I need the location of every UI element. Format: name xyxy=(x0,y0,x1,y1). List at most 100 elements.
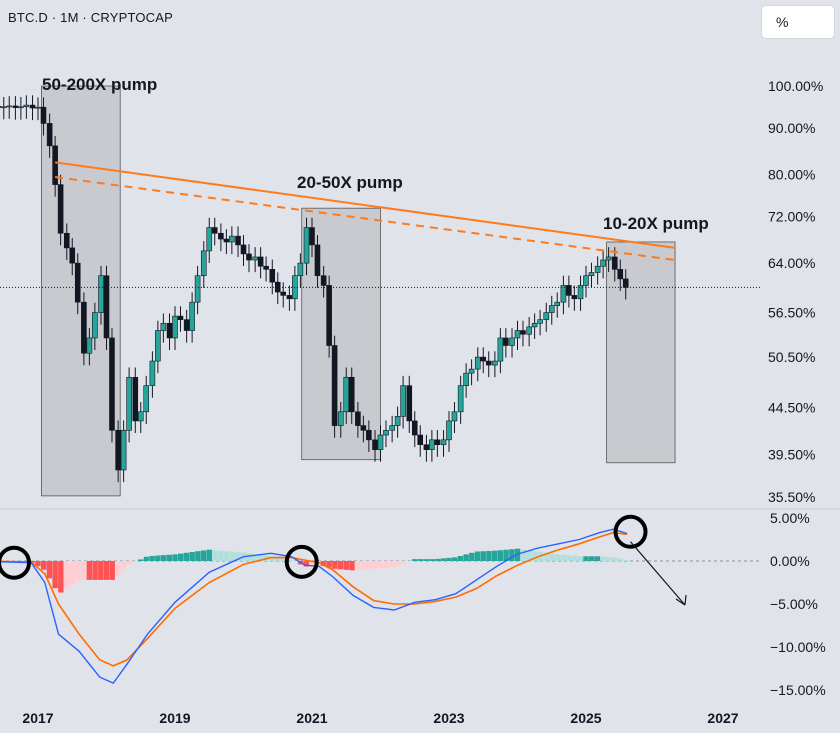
candle-body xyxy=(394,416,401,426)
candle xyxy=(297,253,304,288)
macd-histogram-bar xyxy=(63,561,70,589)
candle-body xyxy=(605,256,612,261)
candle xyxy=(206,217,213,263)
candle-body xyxy=(52,145,58,185)
candle-body xyxy=(451,411,458,422)
candle xyxy=(537,309,543,336)
macd-histogram-bar xyxy=(257,554,264,561)
macd-histogram-bar xyxy=(417,559,424,561)
candle-body xyxy=(383,429,389,436)
candle xyxy=(303,217,310,276)
macd-histogram-bar xyxy=(549,553,555,561)
macd-histogram-bar xyxy=(46,561,53,579)
candle-body xyxy=(189,301,195,331)
candle-body xyxy=(297,262,304,277)
candle-body xyxy=(183,319,190,331)
candle xyxy=(6,96,13,119)
candle-body xyxy=(269,269,276,283)
candle-body xyxy=(366,429,372,441)
candle xyxy=(160,313,167,343)
candle-body xyxy=(429,439,435,450)
candle-body xyxy=(57,184,64,234)
candle xyxy=(343,367,350,424)
macd-histogram-bar xyxy=(463,554,469,561)
macd-histogram-bar xyxy=(149,555,155,561)
candle xyxy=(446,411,452,452)
price-axis-label: 72.00% xyxy=(768,208,815,224)
candle-body xyxy=(86,337,93,354)
pump-box-2025 xyxy=(606,241,676,464)
candle-body xyxy=(377,434,384,450)
candle-body xyxy=(69,247,76,264)
arrow-line xyxy=(630,541,686,606)
candle-body xyxy=(622,278,629,288)
candle xyxy=(520,320,526,347)
candle-body xyxy=(571,295,578,300)
candle xyxy=(149,351,156,398)
macd-histogram-bar xyxy=(480,551,486,561)
candle-body xyxy=(554,301,561,306)
candle xyxy=(63,223,70,260)
crossover-circle xyxy=(0,545,32,580)
candle-body xyxy=(560,285,567,303)
candle-body xyxy=(320,275,327,286)
macd-histogram-bar xyxy=(360,561,367,570)
percent-scale-button[interactable]: % xyxy=(762,6,834,38)
candle xyxy=(246,244,252,273)
candle-body xyxy=(0,106,2,108)
candle xyxy=(417,425,424,457)
candle xyxy=(155,320,161,374)
candle-body xyxy=(29,104,36,109)
candle xyxy=(18,96,24,120)
candle xyxy=(503,328,509,358)
candle-body xyxy=(120,429,127,471)
candle-body xyxy=(23,104,30,108)
candle-body xyxy=(423,444,430,450)
candle-body xyxy=(6,105,13,108)
candle xyxy=(240,235,247,267)
macd-histogram-bar xyxy=(486,550,492,561)
macd-histogram-bar xyxy=(452,557,458,561)
macd-histogram-bar xyxy=(52,561,58,589)
candle xyxy=(23,95,30,119)
macd-histogram-bar xyxy=(189,552,195,561)
macd-histogram-bar xyxy=(120,561,127,570)
candle xyxy=(263,256,269,282)
candle xyxy=(81,292,87,366)
candle-body xyxy=(543,312,550,320)
macd-histogram-bar xyxy=(366,561,372,569)
macd-histogram-bar xyxy=(200,550,207,561)
candle xyxy=(400,375,406,429)
symbol-name: BTC.D xyxy=(8,10,48,25)
candle-body xyxy=(480,356,487,362)
candle xyxy=(314,235,321,288)
candle xyxy=(132,367,139,434)
candle-body xyxy=(537,319,543,324)
macd-histogram-bar xyxy=(217,550,224,561)
candle-body xyxy=(92,312,98,339)
candle-body xyxy=(263,265,269,270)
time-axis-label: 2023 xyxy=(433,710,464,726)
candle-body xyxy=(492,360,498,366)
signal-line xyxy=(0,531,628,667)
candle-body xyxy=(389,425,395,431)
candle-body xyxy=(372,439,378,450)
crossover-circle xyxy=(284,544,319,579)
candle-body xyxy=(274,281,281,293)
candle-body xyxy=(115,429,121,471)
candle xyxy=(143,375,150,424)
price-axis-label: 39.50% xyxy=(768,447,815,463)
candle-body xyxy=(497,337,504,362)
candle-body xyxy=(194,275,201,303)
macd-line xyxy=(0,528,628,684)
macd-histogram-bar xyxy=(320,561,327,567)
candle xyxy=(52,136,58,197)
candle xyxy=(252,247,258,273)
macd-histogram-bar xyxy=(389,561,395,568)
macd-histogram-bar xyxy=(92,561,98,580)
macd-histogram-bar xyxy=(109,561,115,580)
candle xyxy=(223,229,230,255)
macd-axis-label: 0.00% xyxy=(770,553,810,569)
macd-histogram-bar xyxy=(412,559,418,561)
candle-body xyxy=(520,330,526,335)
